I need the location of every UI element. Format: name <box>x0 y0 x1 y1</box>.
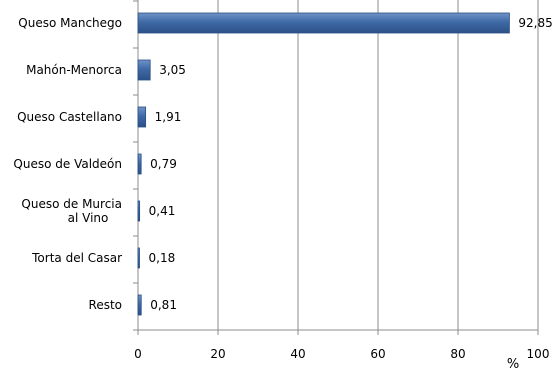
category-label: Queso de Valdeón <box>13 157 122 171</box>
bar <box>137 106 147 128</box>
bar <box>137 294 142 316</box>
bar <box>137 200 141 222</box>
gridlines <box>217 0 539 330</box>
x-tick-label: 80 <box>450 347 465 361</box>
bars <box>137 12 510 316</box>
category-label: Resto <box>89 298 122 312</box>
bar <box>137 247 140 269</box>
bar <box>137 12 510 34</box>
bar-value-label: 0,41 <box>149 204 176 218</box>
category-label: Queso Manchego <box>18 16 122 30</box>
bar-value-label: 0,79 <box>150 157 177 171</box>
bar <box>137 153 142 175</box>
bar-value-label: 1,91 <box>155 110 182 124</box>
x-tick-label: 20 <box>210 347 225 361</box>
x-tick-label: 60 <box>370 347 385 361</box>
labels: 0 20 40 60 80 100 92,85 Queso Manchego 3,05 Mahón… <box>13 16 552 361</box>
bar <box>137 59 151 81</box>
bar-value-label: 92,85 <box>518 16 552 30</box>
category-label: Queso de Murcia al Vino <box>21 197 122 225</box>
x-tick-label: 0 <box>134 347 142 361</box>
bar-value-label: 0,81 <box>150 298 177 312</box>
x-axis-unit-label: % <box>507 357 519 369</box>
category-label: Mahón-Menorca <box>26 63 122 77</box>
category-label: Queso Castellano <box>17 110 122 124</box>
bar-value-label: 0,18 <box>149 251 176 265</box>
category-label: Torta del Casar <box>31 251 122 265</box>
bar-value-label: 3,05 <box>159 63 186 77</box>
x-tick-label: 100 <box>527 347 550 361</box>
axes <box>133 0 539 335</box>
x-tick-label: 40 <box>290 347 305 361</box>
